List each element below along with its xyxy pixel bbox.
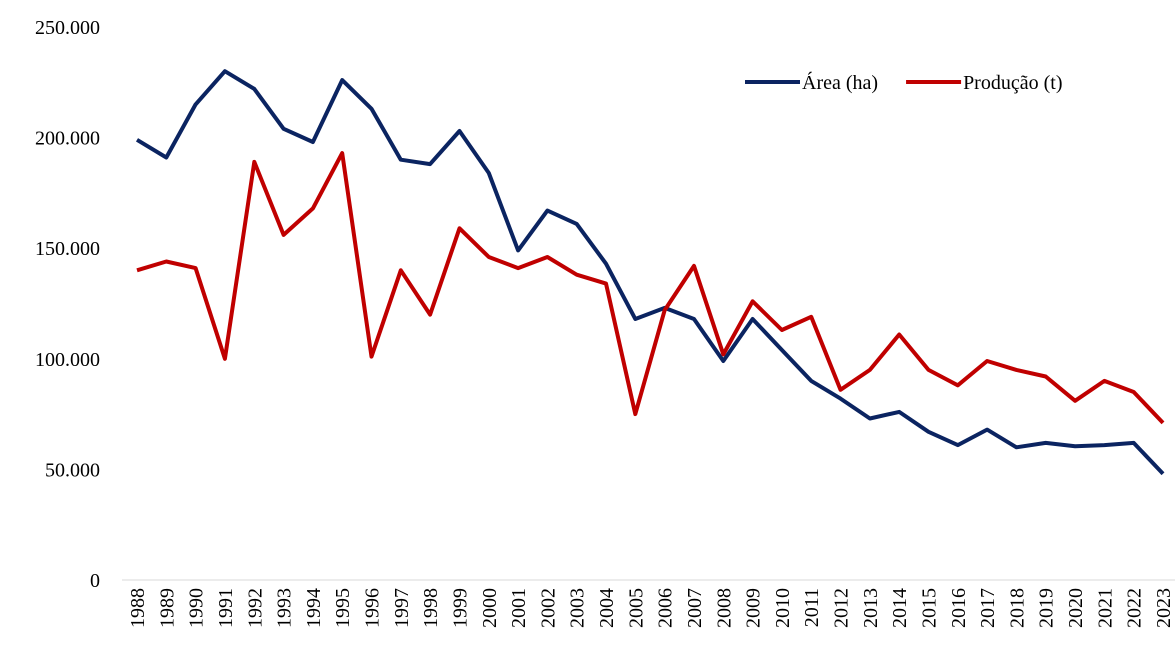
- data-line: [135, 69, 1165, 476]
- y-tick-label: 50.000: [45, 459, 100, 481]
- x-tick-label: 2002: [537, 588, 559, 628]
- x-tick-label: 2016: [948, 588, 970, 628]
- x-tick-label: 1992: [244, 588, 266, 628]
- y-tick-label: 150.000: [35, 238, 100, 260]
- x-tick-label: 2001: [508, 588, 530, 628]
- x-tick-label: 1988: [127, 588, 149, 628]
- x-tick-label: 2005: [625, 588, 647, 628]
- x-tick-label: 2004: [596, 588, 618, 628]
- x-tick-label: 2015: [918, 588, 940, 628]
- y-tick-label: 100.000: [35, 349, 100, 371]
- x-tick-label: 2010: [772, 588, 794, 628]
- y-tick-label: 0: [90, 570, 100, 592]
- x-tick-label: 1991: [215, 588, 237, 628]
- x-tick-label: 2009: [743, 588, 765, 628]
- x-tick-label: 2019: [1036, 588, 1058, 628]
- x-tick-label: 2013: [860, 588, 882, 628]
- x-tick-label: 2017: [977, 588, 999, 628]
- x-tick-label: 1990: [186, 588, 208, 628]
- y-tick-label: 200.000: [35, 128, 100, 150]
- x-tick-label: 2003: [567, 588, 589, 628]
- x-tick-label: 2021: [1094, 588, 1116, 628]
- x-tick-label: 2018: [1006, 588, 1028, 628]
- x-tick-label: 1998: [420, 588, 442, 628]
- x-tick-label: 2014: [889, 588, 911, 628]
- x-tick-label: 2008: [713, 588, 735, 628]
- x-tick-label: 2007: [684, 588, 706, 628]
- x-tick-label: 1996: [362, 588, 384, 628]
- x-tick-label: 1993: [274, 588, 296, 628]
- legend-label: Área (ha): [802, 71, 878, 94]
- legend-label: Produção (t): [963, 72, 1062, 94]
- y-tick-label: 250.000: [35, 17, 100, 39]
- x-tick-label: 2006: [655, 588, 677, 628]
- x-tick-label: 2022: [1124, 588, 1146, 628]
- x-tick-label: 1995: [332, 588, 354, 628]
- x-tick-label: 2012: [831, 588, 853, 628]
- x-tick-label: 2000: [479, 588, 501, 628]
- data-line: [136, 151, 1165, 425]
- x-tick-label: 1994: [303, 588, 325, 628]
- x-tick-label: 2011: [801, 588, 823, 627]
- x-tick-label: 1997: [391, 588, 413, 628]
- x-tick-label: 2020: [1065, 588, 1087, 628]
- x-tick-label: 1989: [156, 588, 178, 628]
- x-tick-label: 2023: [1153, 588, 1175, 628]
- x-tick-label: 1999: [449, 588, 471, 628]
